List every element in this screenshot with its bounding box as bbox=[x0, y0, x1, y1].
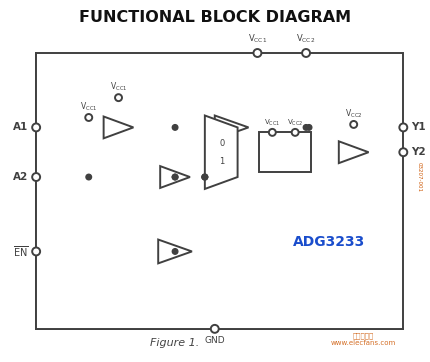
Circle shape bbox=[399, 148, 407, 156]
Polygon shape bbox=[160, 166, 190, 188]
Circle shape bbox=[172, 174, 178, 180]
Polygon shape bbox=[104, 117, 133, 138]
Text: $\mathregular{V_{CC2}}$: $\mathregular{V_{CC2}}$ bbox=[345, 108, 362, 120]
Text: $\mathregular{V_{CC1}}$: $\mathregular{V_{CC1}}$ bbox=[110, 81, 127, 93]
Circle shape bbox=[302, 49, 310, 57]
Bar bbox=[36, 53, 403, 329]
Text: 0: 0 bbox=[219, 139, 224, 148]
Circle shape bbox=[115, 94, 122, 101]
Polygon shape bbox=[205, 115, 238, 189]
Text: A1: A1 bbox=[13, 122, 28, 132]
Circle shape bbox=[172, 174, 178, 180]
Circle shape bbox=[306, 125, 312, 130]
Polygon shape bbox=[158, 240, 192, 264]
Text: 03207-001: 03207-001 bbox=[417, 162, 422, 192]
Circle shape bbox=[253, 49, 261, 57]
Text: Y1: Y1 bbox=[411, 122, 426, 132]
Text: $\mathregular{V_{CC1}}$: $\mathregular{V_{CC1}}$ bbox=[264, 118, 280, 128]
Circle shape bbox=[202, 174, 208, 180]
Circle shape bbox=[172, 249, 178, 254]
Text: Figure 1.: Figure 1. bbox=[150, 338, 200, 348]
Circle shape bbox=[202, 174, 208, 180]
Circle shape bbox=[211, 325, 219, 333]
Circle shape bbox=[85, 114, 92, 121]
Circle shape bbox=[292, 129, 298, 136]
Text: GND: GND bbox=[204, 336, 225, 345]
Polygon shape bbox=[215, 115, 249, 139]
Polygon shape bbox=[339, 141, 369, 163]
Circle shape bbox=[32, 123, 40, 131]
Circle shape bbox=[399, 123, 407, 131]
Circle shape bbox=[32, 248, 40, 256]
Text: 电子发烧友
www.elecfans.com: 电子发烧友 www.elecfans.com bbox=[331, 332, 396, 346]
Text: Y2: Y2 bbox=[411, 147, 426, 157]
Circle shape bbox=[350, 121, 357, 128]
Circle shape bbox=[202, 174, 208, 180]
Text: FUNCTIONAL BLOCK DIAGRAM: FUNCTIONAL BLOCK DIAGRAM bbox=[79, 10, 351, 25]
Bar bbox=[259, 132, 311, 172]
Circle shape bbox=[32, 173, 40, 181]
Circle shape bbox=[172, 125, 178, 130]
Text: ADG3233: ADG3233 bbox=[293, 235, 365, 249]
Circle shape bbox=[303, 125, 309, 130]
Text: $\mathregular{V_{CC1}}$: $\mathregular{V_{CC1}}$ bbox=[80, 101, 98, 113]
Text: $\mathregular{V_{CC2}}$: $\mathregular{V_{CC2}}$ bbox=[296, 33, 316, 45]
Text: $\overline{\rm EN}$: $\overline{\rm EN}$ bbox=[13, 244, 28, 259]
Circle shape bbox=[86, 174, 92, 180]
Text: 1: 1 bbox=[219, 157, 224, 166]
Text: $\mathregular{V_{CC2}}$: $\mathregular{V_{CC2}}$ bbox=[287, 118, 303, 128]
Text: A2: A2 bbox=[13, 172, 28, 182]
Circle shape bbox=[269, 129, 276, 136]
Text: $\mathregular{V_{CC1}}$: $\mathregular{V_{CC1}}$ bbox=[248, 33, 267, 45]
